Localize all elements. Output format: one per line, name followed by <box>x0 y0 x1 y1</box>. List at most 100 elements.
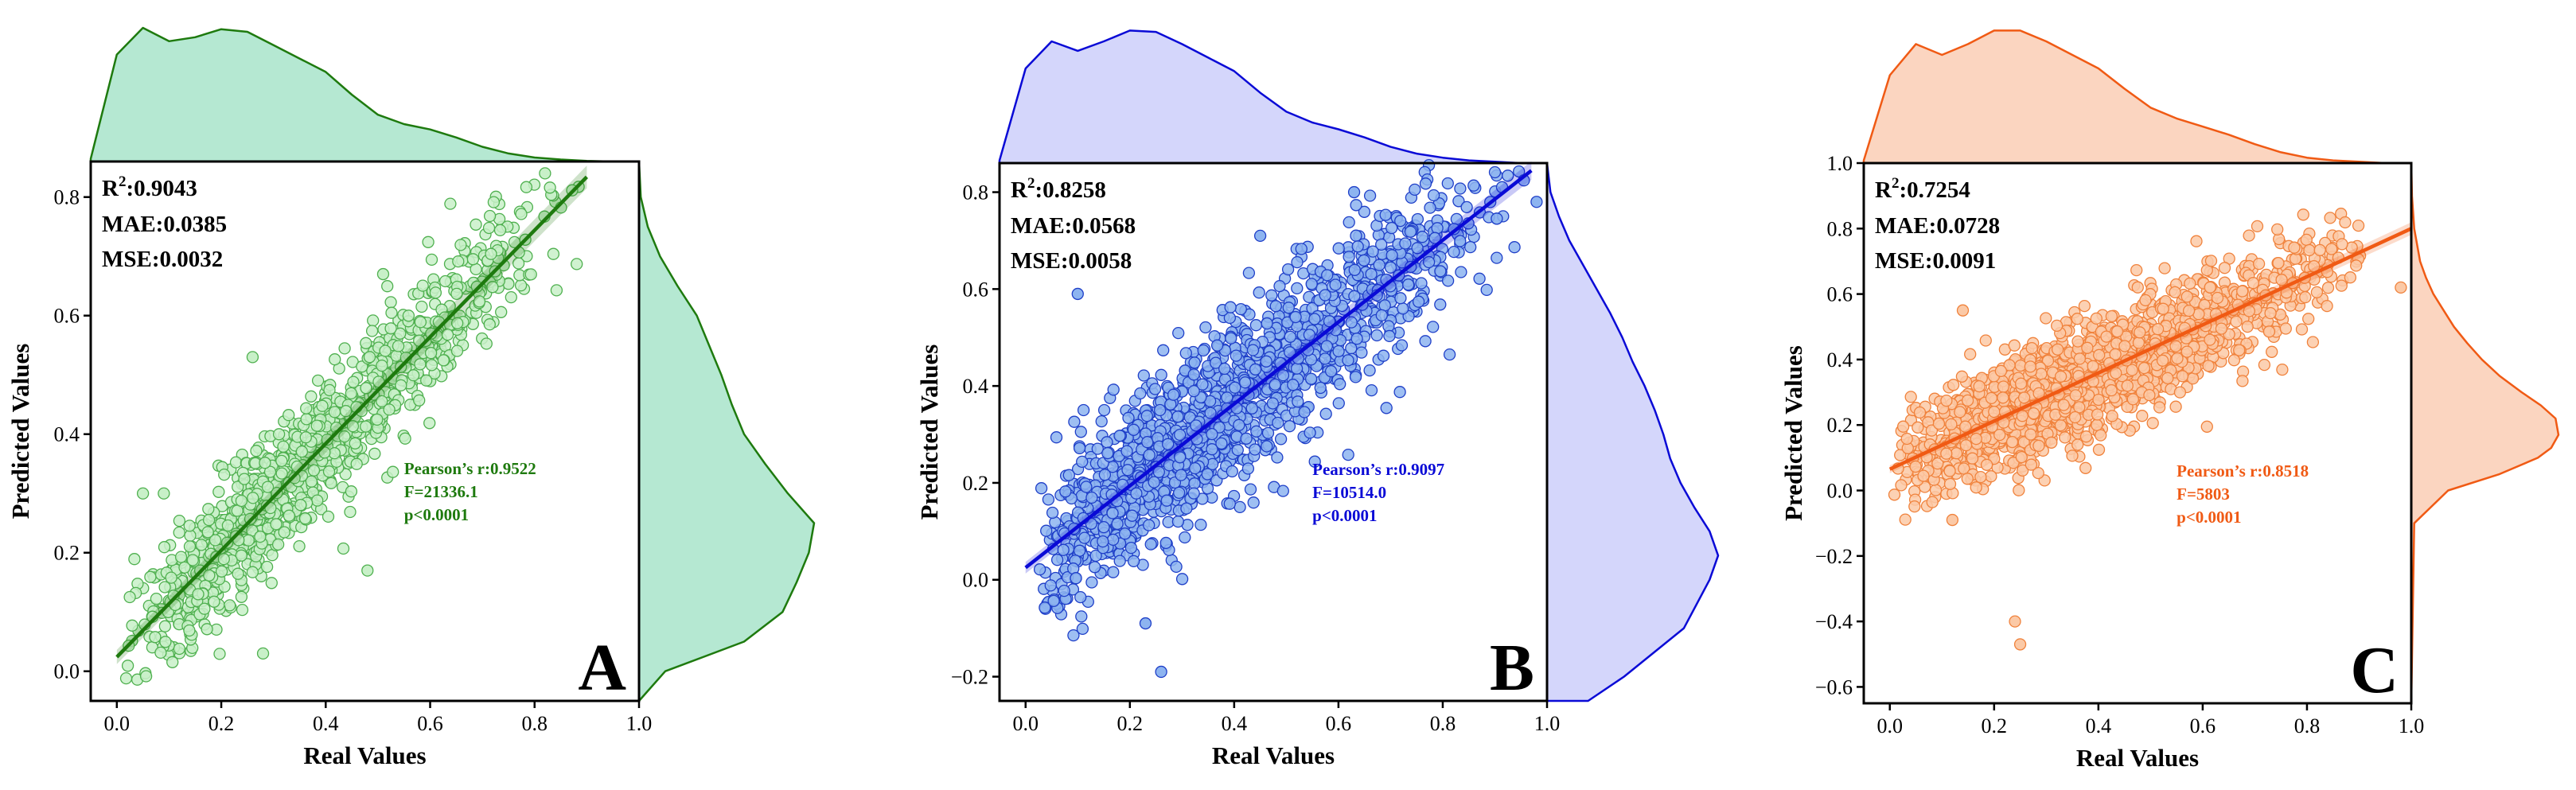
data-point <box>1343 216 1355 229</box>
r2-superscript: 2 <box>1027 175 1035 192</box>
data-point <box>1284 330 1296 343</box>
data-point <box>2054 370 2067 383</box>
data-point <box>1088 561 1101 574</box>
data-point <box>1409 183 1421 197</box>
y-tick-label: 0.6 <box>54 305 80 328</box>
data-point <box>1260 355 1272 368</box>
y-tick-label: 0.6 <box>1827 283 1853 306</box>
data-point <box>2171 352 2184 365</box>
data-point <box>1342 354 1354 367</box>
data-point <box>487 196 501 208</box>
data-point <box>2233 344 2246 356</box>
data-point <box>2180 345 2193 358</box>
data-point <box>322 510 335 523</box>
mae-metric: MAE:0.0728 <box>1875 213 2000 239</box>
mae-metric: MAE:0.0385 <box>102 212 227 237</box>
data-point <box>1098 469 1112 481</box>
data-point <box>520 181 533 193</box>
data-point <box>1332 397 1345 410</box>
x-axis-label: Real Values <box>2076 744 2199 772</box>
data-point <box>425 253 438 267</box>
data-point <box>213 648 226 660</box>
data-point <box>384 296 397 309</box>
y-tick-label: −0.6 <box>1815 675 1853 699</box>
data-point <box>1249 319 1263 332</box>
data-point <box>1224 301 1237 313</box>
data-point <box>1187 487 1200 500</box>
data-point <box>2092 443 2106 456</box>
data-point <box>1455 266 1467 278</box>
data-point <box>480 337 493 350</box>
data-point <box>515 208 528 220</box>
data-point <box>311 374 325 387</box>
panel-letter: B <box>1490 631 1534 705</box>
panel-b: 0.0 0.2 0.4 0.6 0.8 1.0 −0.2 0.0 0.2 0.4 0.6 0.8 Rea… <box>915 29 1720 769</box>
data-point <box>2071 335 2084 348</box>
data-point <box>1896 420 1910 433</box>
data-point <box>2335 279 2348 292</box>
data-point <box>2176 370 2189 383</box>
data-point <box>1282 302 1295 314</box>
data-point <box>2151 323 2165 336</box>
data-point <box>437 354 450 367</box>
data-point <box>483 318 496 331</box>
x-tick-label: 0.2 <box>1982 714 2008 737</box>
data-point <box>371 413 384 426</box>
data-point <box>1955 370 1969 383</box>
right-marginal-density <box>2410 162 2560 705</box>
data-point <box>1140 410 1153 422</box>
data-point <box>1201 468 1214 481</box>
data-point <box>1363 189 1377 202</box>
data-point <box>1223 497 1236 510</box>
data-point <box>1118 527 1132 540</box>
data-point <box>1980 458 1993 471</box>
panel-letter: A <box>578 631 626 705</box>
data-point <box>1397 302 1409 315</box>
data-point <box>1113 430 1126 442</box>
data-point <box>1276 485 1289 497</box>
r2-label: R <box>1875 177 1892 203</box>
data-point <box>183 540 197 553</box>
data-point <box>1073 442 1086 454</box>
data-point <box>1101 436 1113 449</box>
data-point <box>173 642 185 656</box>
data-point <box>1271 451 1284 464</box>
data-point <box>1970 481 1982 494</box>
data-point <box>2095 429 2107 442</box>
data-point <box>1157 344 1170 356</box>
data-point <box>235 590 248 603</box>
data-point <box>1188 356 1201 369</box>
data-point <box>2186 372 2200 385</box>
data-point <box>1375 309 1388 322</box>
y-tick-label: 0.2 <box>963 472 989 495</box>
data-point <box>2158 262 2171 274</box>
y-tick-label: 0.8 <box>54 186 80 209</box>
data-point <box>1973 379 1986 393</box>
x-tick-label: 0.4 <box>2086 714 2112 737</box>
data-point <box>1329 278 1342 291</box>
data-point <box>2204 333 2216 346</box>
data-point <box>1441 177 1454 190</box>
data-point <box>415 300 428 313</box>
data-point <box>2071 438 2084 451</box>
data-point <box>1122 411 1135 424</box>
data-point <box>1473 272 1486 285</box>
data-point <box>150 592 163 605</box>
data-point <box>1365 267 1378 281</box>
data-point <box>2126 393 2139 406</box>
data-point <box>2078 299 2091 313</box>
r2-superscript: 2 <box>1892 175 1900 192</box>
data-point <box>1155 665 1167 679</box>
data-point <box>1985 391 1998 405</box>
data-point <box>1467 179 1480 192</box>
top-marginal-density <box>998 29 1549 165</box>
data-point <box>1291 282 1304 295</box>
data-point <box>236 603 249 617</box>
data-point <box>376 267 390 281</box>
data-point <box>1943 477 1957 491</box>
data-point <box>1404 225 1417 238</box>
data-point <box>1454 182 1467 195</box>
data-point <box>1383 329 1396 343</box>
data-point <box>2105 309 2118 323</box>
data-point <box>1242 267 1256 279</box>
